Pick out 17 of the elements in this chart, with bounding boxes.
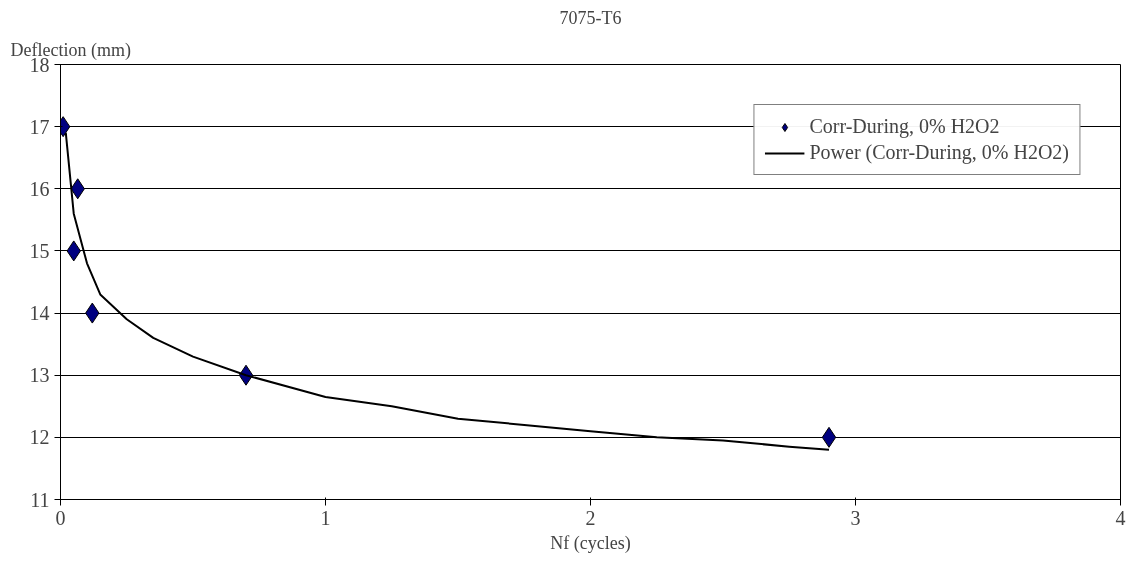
y-tick-label: 11	[30, 488, 50, 511]
point	[821, 426, 837, 448]
y-tick-label: 13	[29, 364, 50, 387]
x-tick-label: 3	[850, 506, 861, 529]
legend-label: Power (Corr-During, 0% H2O2)	[809, 141, 1069, 164]
x-tick-label: 0	[55, 506, 66, 529]
y-tick-label: 15	[29, 239, 50, 262]
legend-label: Corr-During, 0% H2O2	[809, 115, 1000, 138]
x-tick-label: 2	[585, 506, 596, 529]
y-tick-label: 12	[29, 426, 50, 449]
y-tick-label: 14	[29, 302, 50, 325]
x-tick-label: 4	[1115, 506, 1126, 529]
x-tick-label: 1	[320, 506, 331, 529]
y-tick-label: 16	[29, 177, 50, 200]
x-axis-title: Nf (cycles)	[550, 532, 631, 554]
chart-title: 7075-T6	[559, 7, 622, 28]
y-tick-label: 17	[29, 115, 50, 138]
